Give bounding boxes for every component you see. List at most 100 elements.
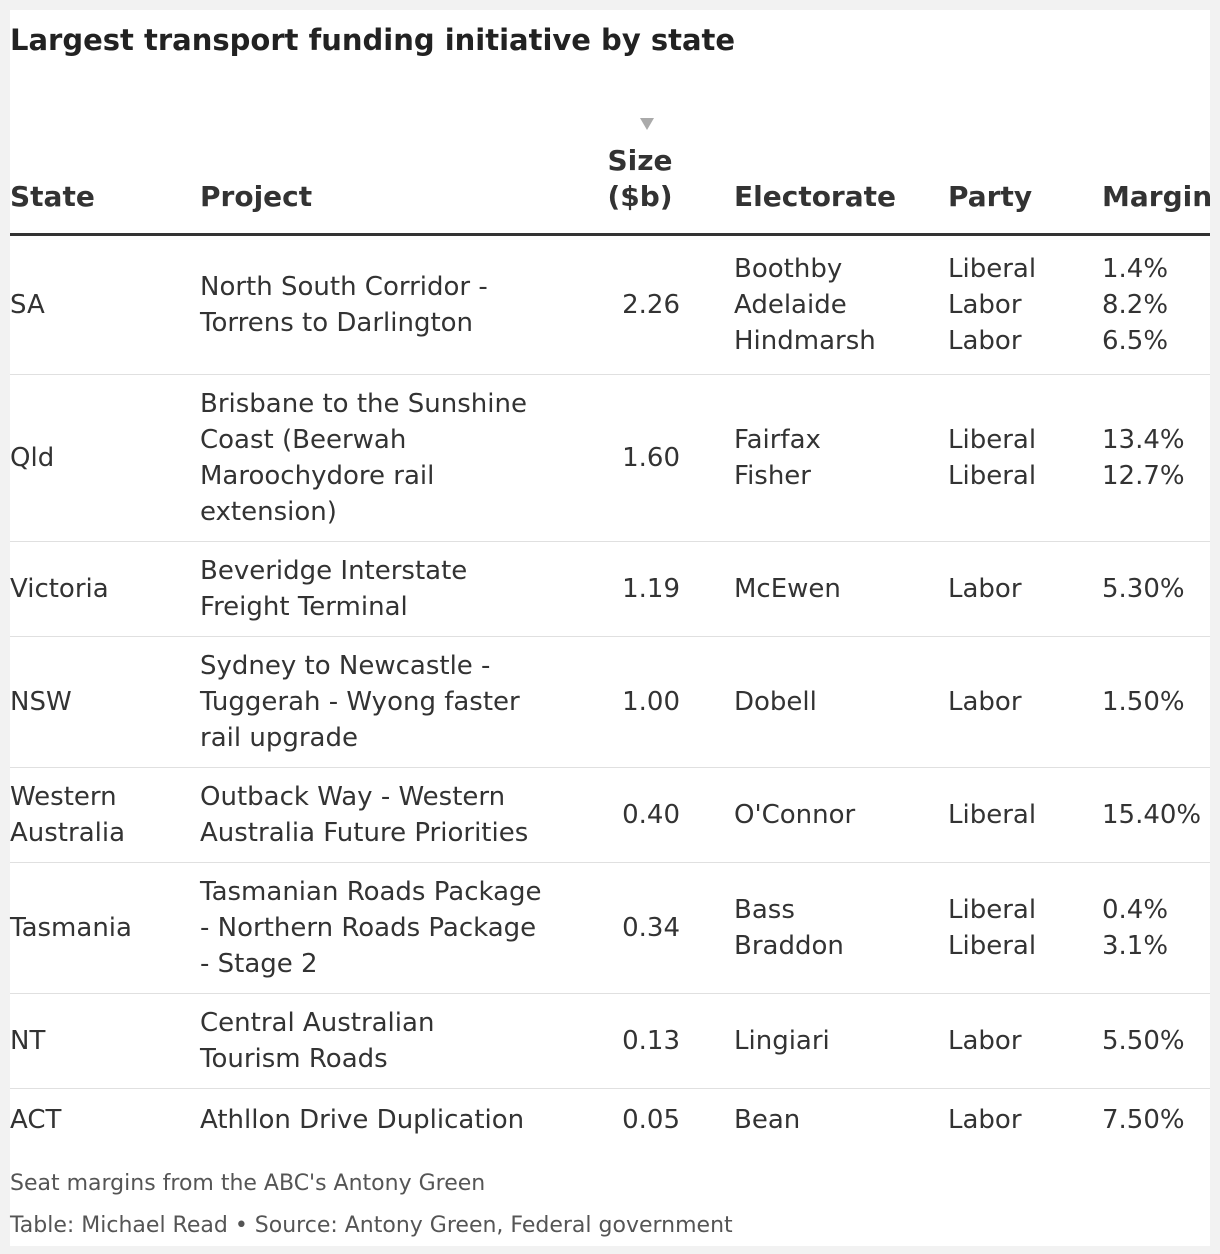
cell-size-value: 1.60 <box>622 443 680 473</box>
cell-project-line: extension) <box>200 497 337 527</box>
cell-party: Liberal Labor Labor <box>948 236 1098 374</box>
cell-size-value: 2.26 <box>622 290 680 320</box>
cell-state-line: Victoria <box>10 574 109 604</box>
cell-project-line: Central Australian <box>200 1008 435 1038</box>
cell-size-value: 0.13 <box>622 1026 680 1056</box>
cell-project-line: Maroochydore rail <box>200 461 435 491</box>
cell-party-line: Labor <box>948 326 1022 356</box>
cell-project: Central Australian Tourism Roads <box>200 994 570 1088</box>
cell-party-line: Labor <box>948 290 1022 320</box>
table-source: Table: Michael Read • Source: Antony Gre… <box>10 1213 733 1238</box>
cell-state: NT <box>10 994 190 1088</box>
cell-party-line: Liberal <box>948 254 1037 284</box>
cell-party: Labor <box>948 637 1098 767</box>
cell-party-line: Labor <box>948 574 1022 604</box>
cell-size: 1.60 <box>600 375 680 541</box>
cell-party-line: Liberal <box>948 895 1037 925</box>
cell-party: Labor <box>948 1089 1098 1151</box>
cell-electorate: Bean <box>734 1089 939 1151</box>
cell-electorate: Fairfax Fisher <box>734 375 939 541</box>
cell-margin-line: 7.50% <box>1102 1105 1185 1135</box>
column-header-state[interactable]: State <box>10 180 95 213</box>
column-header-margin[interactable]: Margin <box>1102 180 1213 213</box>
cell-electorate: Lingiari <box>734 994 939 1088</box>
cell-project-line: Brisbane to the Sunshine <box>200 389 527 419</box>
cell-state-line: SA <box>10 290 45 320</box>
cell-project-line: Beveridge Interstate <box>200 556 468 586</box>
cell-margin: 15.40% <box>1102 768 1210 862</box>
cell-electorate-line: Dobell <box>734 687 817 717</box>
cell-electorate-line: Fairfax <box>734 425 821 455</box>
table-row: Victoria Beveridge Interstate Freight Term… <box>10 542 1210 637</box>
cell-project-line: - Stage 2 <box>200 949 318 979</box>
cell-state-line: Western <box>10 782 117 812</box>
table-header: State Project Size ($b) Electorate Party… <box>10 110 1213 236</box>
cell-electorate: O'Connor <box>734 768 939 862</box>
cell-project-line: Sydney to Newcastle - <box>200 651 491 681</box>
cell-project-line: rail upgrade <box>200 723 358 753</box>
cell-state-line: NT <box>10 1026 46 1056</box>
cell-party-line: Labor <box>948 1105 1022 1135</box>
cell-electorate-line: Braddon <box>734 931 844 961</box>
cell-margin: 5.50% <box>1102 994 1210 1088</box>
cell-margin: 7.50% <box>1102 1089 1210 1151</box>
cell-margin-line: 8.2% <box>1102 290 1169 320</box>
cell-project: Tasmanian Roads Package - Northern Roads … <box>200 863 570 993</box>
cell-electorate: Dobell <box>734 637 939 767</box>
cell-state: Tasmania <box>10 863 190 993</box>
table-row: NT Central Australian Tourism Roads 0.13 Lin… <box>10 994 1210 1089</box>
column-header-project[interactable]: Project <box>200 180 313 213</box>
cell-party: Liberal Liberal <box>948 863 1098 993</box>
cell-state: SA <box>10 236 190 374</box>
cell-project-line: Tasmanian Roads Package <box>200 877 542 907</box>
cell-party-line: Labor <box>948 687 1022 717</box>
table-body: SA North South Corridor - Torrens to Darli… <box>10 236 1210 1151</box>
cell-size: 0.40 <box>600 768 680 862</box>
cell-state-line: Australia <box>10 818 126 848</box>
cell-party-line: Liberal <box>948 931 1037 961</box>
cell-margin-line: 5.30% <box>1102 574 1185 604</box>
cell-electorate: Bass Braddon <box>734 863 939 993</box>
cell-size-value: 1.00 <box>622 687 680 717</box>
cell-size: 0.13 <box>600 994 680 1088</box>
cell-electorate-line: O'Connor <box>734 800 856 830</box>
cell-size-value: 0.34 <box>622 913 680 943</box>
cell-project-line: - Northern Roads Package <box>200 913 537 943</box>
cell-size-value: 1.19 <box>622 574 680 604</box>
cell-size: 0.34 <box>600 863 680 993</box>
cell-size: 2.26 <box>600 236 680 374</box>
cell-project-line: Torrens to Darlington <box>200 308 474 338</box>
column-header-size[interactable]: Size ($b) <box>600 143 680 215</box>
cell-margin: 1.50% <box>1102 637 1210 767</box>
cell-project: Outback Way - Western Australia Future Pr… <box>200 768 570 862</box>
cell-margin-line: 6.5% <box>1102 326 1169 356</box>
cell-state: Western Australia <box>10 768 190 862</box>
cell-party-line: Liberal <box>948 800 1037 830</box>
column-header-size-line2: ($b) <box>607 180 673 213</box>
cell-project: Athllon Drive Duplication <box>200 1089 570 1151</box>
column-header-size-line1: Size <box>607 144 673 177</box>
table-row: Tasmania Tasmanian Roads Package - Norther… <box>10 863 1210 994</box>
cell-electorate-line: Hindmarsh <box>734 326 876 356</box>
column-header-electorate[interactable]: Electorate <box>734 180 897 213</box>
cell-party: Liberal <box>948 768 1098 862</box>
cell-party-line: Liberal <box>948 461 1037 491</box>
cell-project-line: Tuggerah - Wyong faster <box>200 687 520 717</box>
cell-size-value: 0.40 <box>622 800 680 830</box>
cell-party: Labor <box>948 542 1098 636</box>
cell-size: 1.00 <box>600 637 680 767</box>
cell-party-line: Labor <box>948 1026 1022 1056</box>
cell-party-line: Liberal <box>948 425 1037 455</box>
cell-size: 0.05 <box>600 1089 680 1151</box>
cell-size: 1.19 <box>600 542 680 636</box>
cell-party: Liberal Liberal <box>948 375 1098 541</box>
column-header-party[interactable]: Party <box>948 180 1033 213</box>
table-row: SA North South Corridor - Torrens to Darli… <box>10 236 1210 375</box>
cell-state: Victoria <box>10 542 190 636</box>
cell-electorate-line: McEwen <box>734 574 841 604</box>
table-row: ACT Athllon Drive Duplication 0.05 Bean Labo… <box>10 1089 1210 1151</box>
cell-project-line: Coast (Beerwah <box>200 425 407 455</box>
cell-electorate-line: Bass <box>734 895 795 925</box>
cell-project: North South Corridor - Torrens to Darling… <box>200 236 570 374</box>
cell-margin-line: 1.50% <box>1102 687 1185 717</box>
